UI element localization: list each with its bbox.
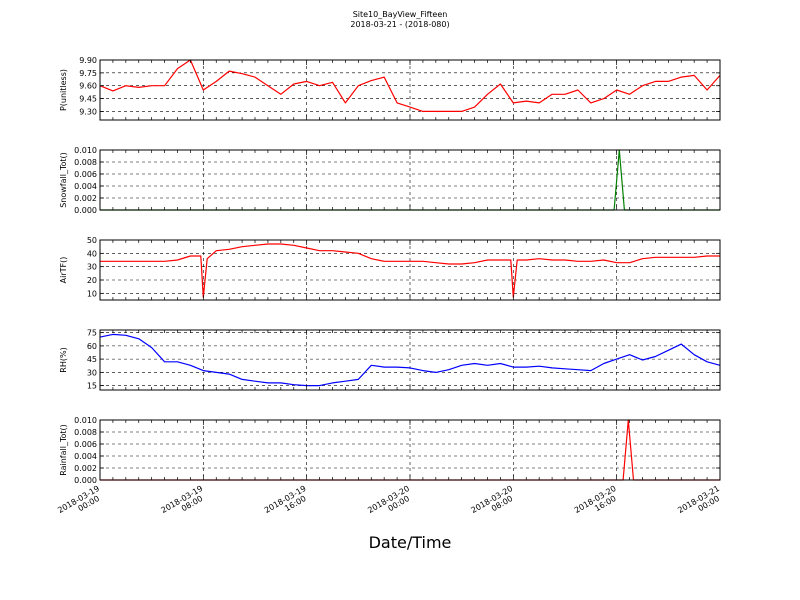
y-tick-label: 0.002 bbox=[74, 464, 97, 473]
y-tick-label: 9.60 bbox=[79, 82, 97, 91]
series-line bbox=[99, 333, 721, 387]
y-axis-label: RH(%) bbox=[59, 347, 68, 372]
y-tick-label: 50 bbox=[87, 236, 97, 245]
y-axis-label: Snowfall_Tot() bbox=[59, 152, 68, 208]
y-tick-label: 45 bbox=[87, 355, 97, 364]
y-tick-label: 10 bbox=[87, 289, 97, 298]
y-tick-label: 30 bbox=[87, 263, 97, 272]
y-tick-label: 9.75 bbox=[79, 69, 97, 78]
y-axis-label: P(unitless) bbox=[59, 69, 68, 111]
y-tick-label: 40 bbox=[87, 249, 97, 258]
y-tick-label: 9.90 bbox=[79, 56, 97, 65]
y-tick-label: 0.008 bbox=[74, 428, 97, 437]
y-tick-label: 0.004 bbox=[74, 452, 97, 461]
y-tick-label: 0.000 bbox=[74, 206, 97, 215]
x-axis-label: Date/Time bbox=[368, 533, 452, 552]
y-tick-label: 0.000 bbox=[74, 476, 97, 485]
chart-subtitle: 2018-03-21 - (2018-080) bbox=[350, 20, 450, 29]
y-tick-label: 0.010 bbox=[74, 146, 97, 155]
y-tick-label: 20 bbox=[87, 276, 97, 285]
y-tick-label: 60 bbox=[87, 342, 97, 351]
y-tick-label: 0.006 bbox=[74, 440, 97, 449]
y-tick-label: 0.008 bbox=[74, 158, 97, 167]
series-line bbox=[100, 243, 720, 298]
y-axis-label: AirTF() bbox=[59, 257, 68, 284]
chart-title: Site10_BayView_Fifteen bbox=[352, 10, 448, 19]
y-tick-label: 0.004 bbox=[74, 182, 97, 191]
y-tick-label: 75 bbox=[87, 329, 97, 338]
chart-title-block: Site10_BayView_Fifteen 2018-03-21 - (201… bbox=[0, 10, 800, 30]
y-tick-label: 0.006 bbox=[74, 170, 97, 179]
y-tick-label: 9.30 bbox=[79, 107, 97, 116]
y-tick-label: 0.002 bbox=[74, 194, 97, 203]
y-tick-label: 30 bbox=[87, 368, 97, 377]
y-tick-label: 0.010 bbox=[74, 416, 97, 425]
series-line bbox=[99, 59, 721, 113]
y-tick-label: 9.45 bbox=[79, 95, 97, 104]
y-axis-label: Rainfall_Tot() bbox=[59, 424, 68, 476]
y-tick-label: 15 bbox=[87, 382, 97, 391]
